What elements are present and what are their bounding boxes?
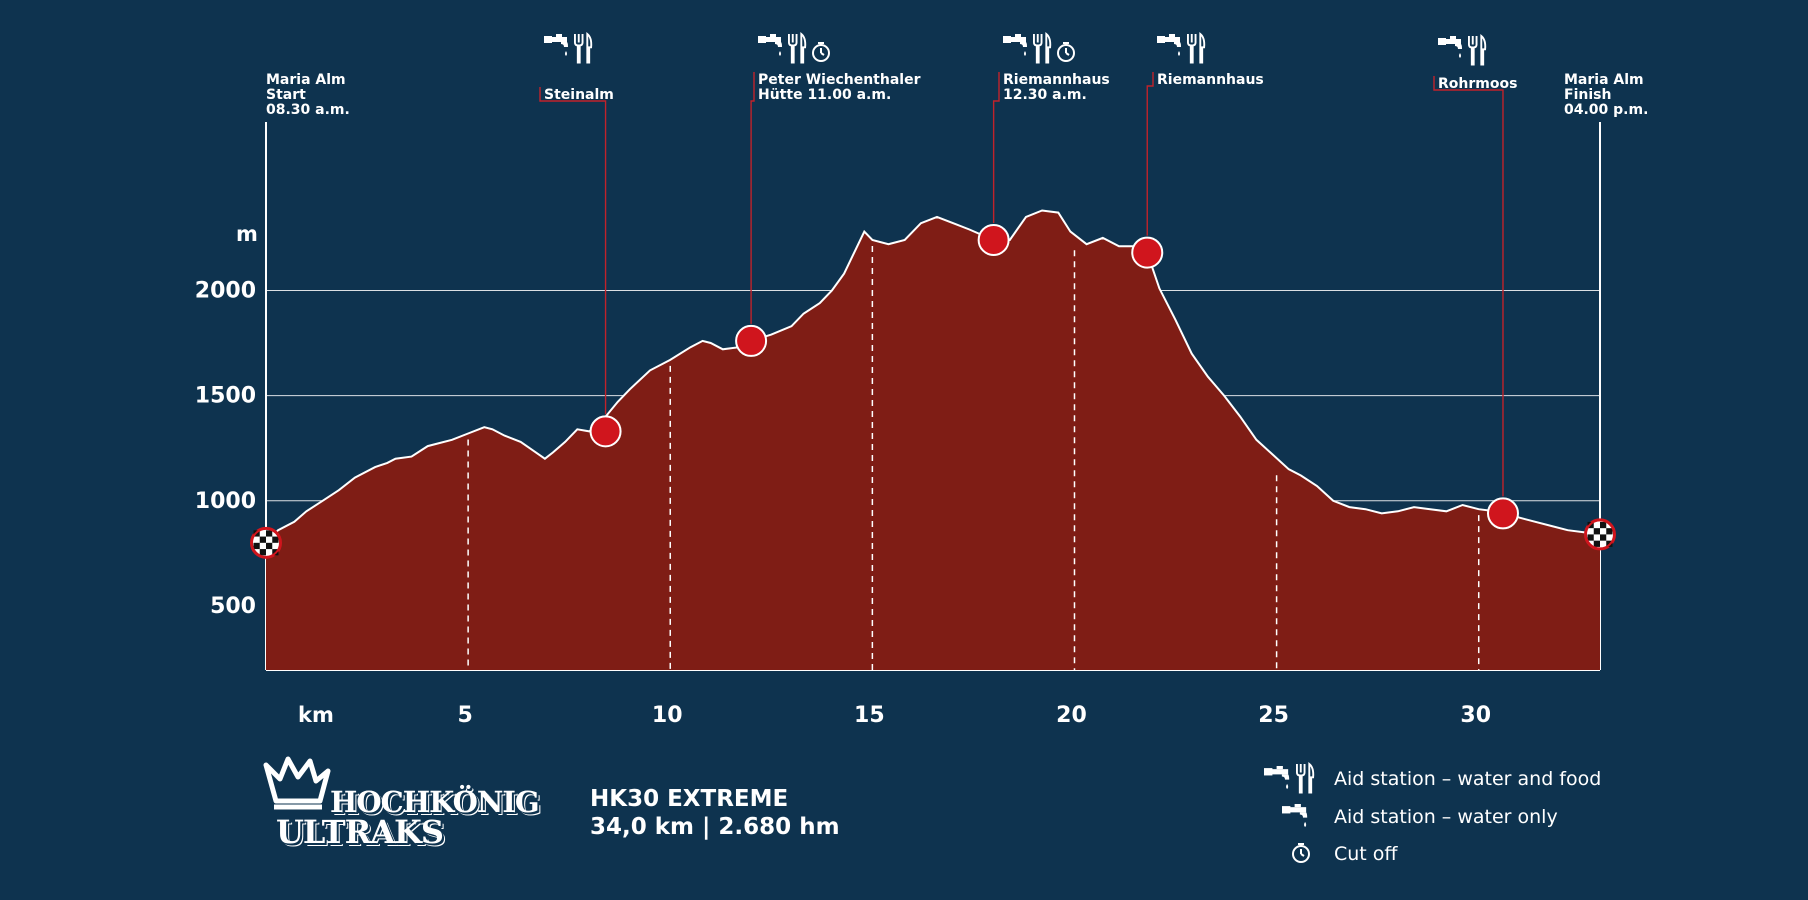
y-axis-label: m [236, 222, 258, 246]
aid-station-marker [735, 324, 768, 357]
x-tick-label: 5 [457, 703, 472, 728]
tap-icon [544, 34, 568, 56]
legend-item-cut-off: Cut off [1262, 837, 1662, 871]
aid-station-label: Steinalm [544, 87, 614, 103]
aid-station-marker [589, 415, 622, 448]
tap-icon [758, 34, 782, 56]
food-icon [1468, 34, 1487, 66]
aid-station-marker [977, 223, 1010, 256]
clock-icon [1292, 843, 1310, 863]
aid-station-label: Riemannhaus [1157, 72, 1264, 88]
aid-station-label: Hütte 11.00 a.m. [758, 87, 891, 103]
logo-line1: HOCHKÖNIG [330, 785, 540, 819]
aid-station: Riemannhaus [1131, 32, 1264, 269]
food-icon [1296, 762, 1315, 794]
legend-label-cut-off: Cut off [1334, 843, 1398, 865]
finish-label-line: 04.00 p.m. [1564, 102, 1648, 118]
tap-icon [1282, 804, 1308, 828]
y-tick-label: 1500 [195, 384, 256, 409]
start-label-line: Maria Alm [266, 72, 346, 88]
aid-station-label: Rohrmoos [1438, 76, 1517, 92]
elevation-line [265, 209, 1601, 544]
x-tick-label: 10 [652, 703, 683, 728]
clock-icon [1292, 843, 1310, 863]
race-stats: 34,0 km | 2.680 hm [590, 814, 840, 840]
tap-icon [1157, 34, 1181, 56]
tap-icon [1264, 766, 1290, 790]
food-icon [1033, 32, 1052, 64]
legend-item-water-only: Aid station – water only [1262, 800, 1662, 834]
y-tick-label: 500 [210, 594, 256, 619]
clock-icon [812, 42, 830, 62]
x-axis-label: km [298, 703, 334, 727]
checkered-flag-icon [250, 526, 282, 559]
race-info: HK30 EXTREME 34,0 km | 2.680 hm [590, 785, 840, 841]
elevation-area [266, 210, 1600, 670]
legend-item-water-food: Aid station – water and food [1262, 762, 1662, 796]
x-tick-label: 20 [1056, 703, 1087, 728]
legend-label-water-food: Aid station – water and food [1334, 768, 1602, 790]
leader-line [750, 72, 755, 324]
logo-line2: ULTRAKS [276, 813, 444, 851]
aid-station-label: Peter Wiechenthaler [758, 72, 921, 88]
start-label-line: 08.30 a.m. [266, 102, 350, 118]
tap-icon [1438, 36, 1462, 58]
aid-station-marker [1131, 236, 1164, 269]
aid-station-label: 12.30 a.m. [1003, 87, 1087, 103]
legend-label-water-only: Aid station – water only [1334, 806, 1558, 828]
start-label-line: Start [266, 87, 306, 103]
aid-station: Rohrmoos [1433, 34, 1519, 530]
leader-line [1433, 76, 1504, 497]
food-icon [788, 32, 807, 64]
tap-icon [1264, 766, 1290, 790]
hochkoenig-ultraks-logo: HOCHKÖNIG ULTRAKS [262, 755, 562, 855]
x-tick-label: 15 [854, 703, 885, 728]
clock-icon [1057, 42, 1075, 62]
food-icon [574, 32, 593, 64]
crown-icon [263, 756, 331, 810]
x-tick-label: 30 [1460, 703, 1491, 728]
food-icon [1296, 762, 1315, 794]
x-axis-ticks: 5 10 15 20 25 30 [457, 703, 1491, 728]
tap-icon [1003, 34, 1027, 56]
tap-icon [1282, 804, 1308, 828]
checkered-flag-icon [1584, 518, 1616, 551]
aid-station-marker [1486, 497, 1519, 530]
leader-line [992, 72, 1000, 223]
x-tick-label: 25 [1258, 703, 1289, 728]
aid-station-label: Riemannhaus [1003, 72, 1110, 88]
food-icon [1187, 32, 1206, 64]
finish-label-line: Finish [1564, 87, 1611, 103]
y-axis-ticks: 500 1000 1500 2000 [195, 278, 256, 618]
y-tick-label: 2000 [195, 278, 256, 303]
leader-line [1146, 72, 1154, 236]
finish-label-line: Maria Alm [1564, 72, 1644, 88]
km-dividers [467, 245, 1480, 670]
y-tick-label: 1000 [195, 489, 256, 514]
race-name: HK30 EXTREME [590, 786, 789, 812]
leader-line [539, 87, 607, 415]
aid-station: Steinalm [539, 32, 622, 448]
